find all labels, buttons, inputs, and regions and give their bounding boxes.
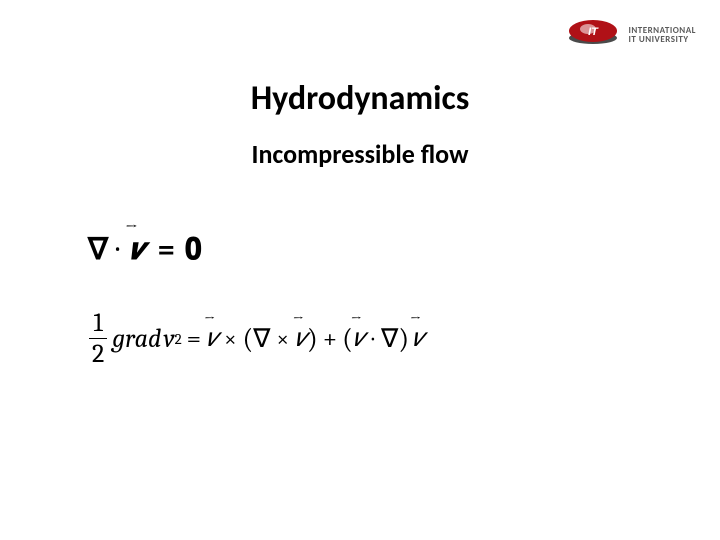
logo-text: INTERNATIONAL IT UNIVERSITY xyxy=(628,26,696,44)
logo-line2: IT UNIVERSITY xyxy=(628,35,696,44)
slide-title: Hydrodynamics xyxy=(0,78,720,119)
university-logo: IT INTERNATIONAL IT UNIVERSITY xyxy=(566,18,696,51)
equation-grad-identity: 12 gradv2 = →𝑣 × (∇×→𝑣) + (→𝑣∙∇) →𝑣 xyxy=(88,310,424,367)
equation-divergence: ∇ ∙ →𝒗 = 𝟎 xyxy=(88,232,202,267)
slide-subtitle: Incompressible flow xyxy=(0,138,720,170)
svg-text:IT: IT xyxy=(589,26,600,38)
logo-mark-icon: IT xyxy=(566,18,620,51)
